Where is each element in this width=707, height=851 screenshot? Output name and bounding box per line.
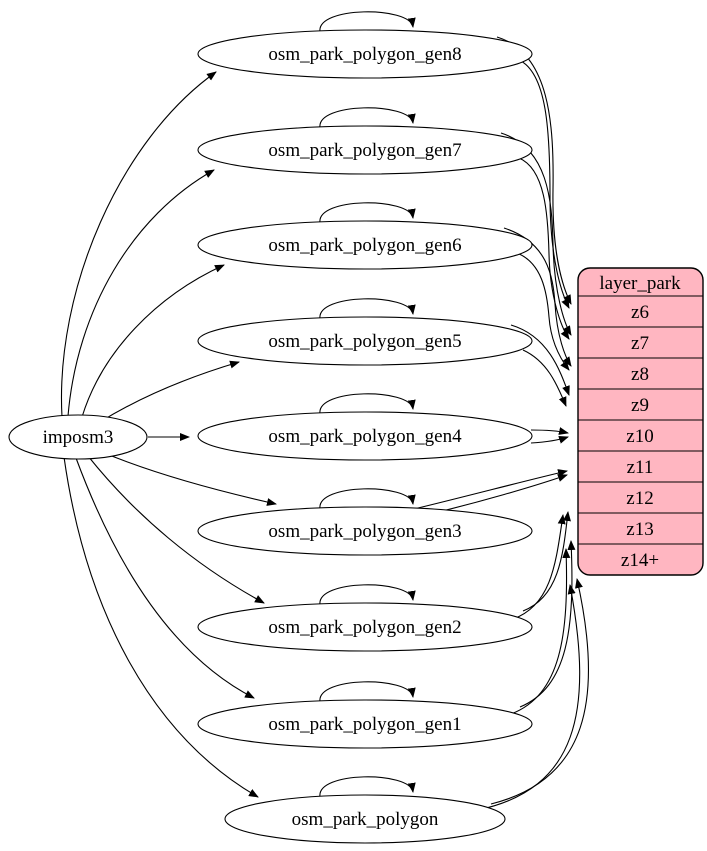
layer-park-table: layer_park z6 z7 z8 z9 z10 z11 z12 z13 z… (577, 267, 704, 576)
edge-imposm3-to-gen1 (75, 457, 255, 699)
edge-gen8-to-z6-b (518, 59, 570, 309)
zoom-row-z14plus: z14+ (621, 550, 659, 571)
zoom-row-z12: z12 (626, 488, 653, 509)
edge-imposm3-to-gen2 (87, 455, 265, 604)
gen1-ellipse (197, 699, 533, 749)
node-osm-park-polygon-gen2: osm_park_polygon_gen2 (197, 602, 533, 652)
node-osm-park-polygon-gen3: osm_park_polygon_gen3 (197, 506, 533, 556)
node-osm-park-polygon-gen6: osm_park_polygon_gen6 (197, 220, 533, 270)
gen3-label: osm_park_polygon_gen3 (268, 521, 461, 542)
edge-gen2-to-z12-b (512, 514, 566, 620)
edge-gen4-to-z10-b (530, 436, 569, 444)
gen5-label: osm_park_polygon_gen5 (268, 331, 461, 352)
gen5-ellipse (197, 316, 533, 366)
edge-gen6-to-z8-b (516, 252, 570, 371)
self-loop-gen3 (319, 488, 416, 510)
node-imposm3: imposm3 (8, 414, 148, 460)
self-loop-gen1 (319, 681, 416, 703)
polygon-ellipse (224, 794, 506, 844)
gen8-label: osm_park_polygon_gen8 (268, 44, 461, 65)
imposm3-ellipse (8, 414, 148, 460)
edge-imposm3-to-gen7 (67, 169, 215, 417)
node-osm-park-polygon: osm_park_polygon (224, 794, 506, 844)
zoom-row-z9: z9 (631, 395, 649, 416)
edge-gen3-to-z11-a (413, 469, 568, 510)
gen4-ellipse (197, 411, 533, 461)
gen2-label: osm_park_polygon_gen2 (268, 617, 461, 638)
edges-from-imposm3 (60, 71, 277, 798)
gen7-label: osm_park_polygon_gen7 (268, 140, 461, 161)
gen4-label: osm_park_polygon_gen4 (268, 426, 462, 447)
edge-gen4-to-z10-a (530, 427, 569, 435)
self-loop-gen5 (319, 298, 416, 320)
self-loop-gen2 (319, 584, 416, 606)
gen7-ellipse (197, 125, 533, 175)
imposm3-label: imposm3 (43, 427, 114, 448)
polygon-label: osm_park_polygon (292, 809, 439, 830)
self-loop-gen4 (319, 393, 416, 415)
self-loop-gen6 (319, 202, 416, 224)
layer-park-background (577, 267, 704, 576)
edge-imposm3-to-gen5 (99, 360, 240, 423)
gen2-ellipse (197, 602, 533, 652)
zoom-row-z8: z8 (631, 364, 649, 385)
edge-gen8-to-z6-a (496, 36, 572, 305)
gen6-label: osm_park_polygon_gen6 (268, 235, 461, 256)
layer-park-title: layer_park (599, 273, 681, 294)
node-osm-park-polygon-gen5: osm_park_polygon_gen5 (197, 316, 533, 366)
self-loop-polygon (319, 776, 416, 798)
gen1-label: osm_park_polygon_gen1 (268, 714, 461, 735)
zoom-row-z6: z6 (631, 302, 649, 323)
edge-imposm3-to-gen3 (101, 451, 277, 506)
self-loop-gen8 (319, 11, 416, 33)
zoom-row-z10: z10 (626, 426, 653, 447)
edge-imposm3-to-gen8 (60, 71, 217, 418)
edge-imposm3-to-gen6 (81, 264, 225, 418)
edge-polygon-to-z14-b (477, 584, 581, 811)
node-osm-park-polygon-gen1: osm_park_polygon_gen1 (197, 699, 533, 749)
zoom-row-z13: z13 (626, 519, 653, 540)
node-osm-park-polygon-gen7: osm_park_polygon_gen7 (197, 125, 533, 175)
zoom-row-z7: z7 (631, 333, 649, 354)
edge-gen3-to-z11-b (429, 474, 568, 515)
self-loop-gen7 (319, 107, 416, 129)
gen8-ellipse (197, 29, 533, 79)
node-osm-park-polygon-gen8: osm_park_polygon_gen8 (197, 29, 533, 79)
zoom-row-z11: z11 (627, 457, 654, 478)
gen3-ellipse (197, 506, 533, 556)
edge-gen7-to-z7-b (518, 157, 570, 340)
edge-polygon-to-z14-a (490, 578, 590, 805)
edge-gen5-to-z9-b (522, 349, 567, 407)
edge-gen5-to-z9-a (510, 324, 570, 396)
self-loops (319, 11, 416, 798)
edge-imposm3-to-polygon (63, 456, 259, 798)
node-osm-park-polygon-gen4: osm_park_polygon_gen4 (197, 411, 533, 461)
gen6-ellipse (197, 220, 533, 270)
edge-gen1-to-z13-b (510, 548, 571, 715)
